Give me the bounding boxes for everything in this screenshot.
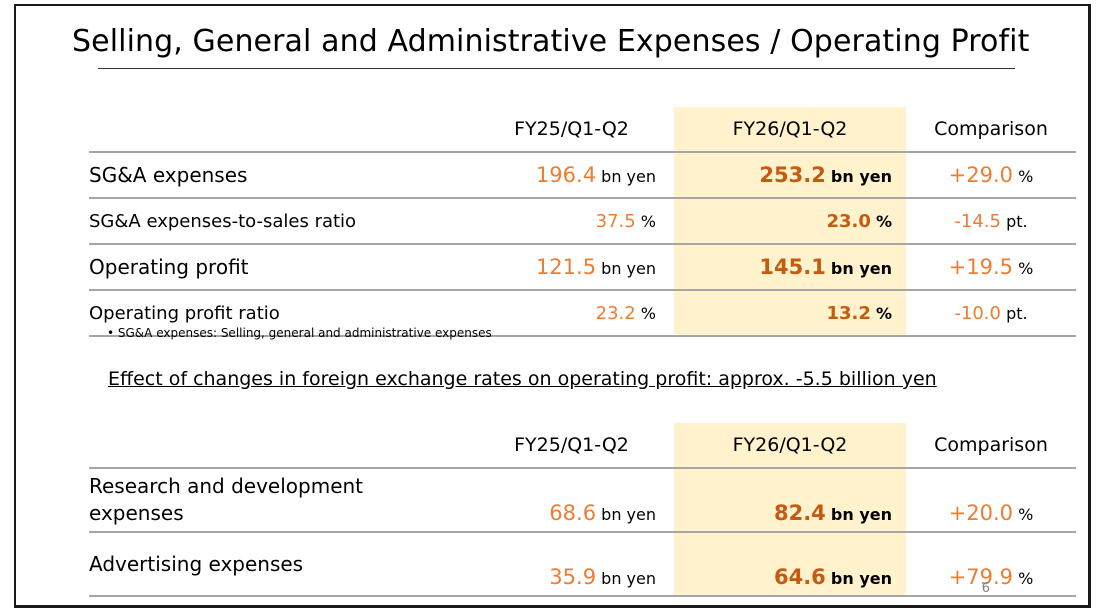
fy26-cell: 23.0 % (674, 197, 906, 244)
comparison-unit: pt. (1006, 211, 1028, 231)
fx-effect-note: Effect of changes in foreign exchange ra… (108, 368, 937, 390)
fy25-cell: 37.5 % (429, 197, 674, 244)
comparison-cell: +79.9 % (906, 531, 1076, 597)
fy26-unit: bn yen (830, 569, 892, 588)
table-row-operating-profit-ratio: Operating profit ratio 23.2 % 13.2 % -10… (89, 289, 1076, 337)
title-divider (98, 68, 1015, 69)
fy26-unit: % (875, 211, 892, 231)
fy26-value: 253.2 (759, 163, 826, 187)
fy26-cell: 13.2 % (674, 289, 906, 337)
header-fy26: FY26/Q1-Q2 (674, 107, 906, 152)
row-label: Research and development expenses (89, 467, 429, 532)
fy25-cell: 35.9 bn yen (429, 531, 674, 597)
fy26-value: 64.6 (773, 565, 826, 589)
fy25-cell: 121.5 bn yen (429, 243, 674, 290)
header-fy25: FY25/Q1-Q2 (514, 118, 629, 140)
table-header-row: FY25/Q1-Q2 FY26/Q1-Q2 Comparison (89, 107, 1076, 152)
row-label: SG&A expenses-to-sales ratio (89, 197, 429, 244)
comparison-cell: -14.5 pt. (906, 197, 1076, 244)
comparison-unit: pt. (1006, 303, 1028, 323)
fy26-cell: 82.4 bn yen (674, 467, 906, 532)
comparison-cell: +29.0 % (906, 151, 1076, 198)
header-blank (89, 423, 429, 468)
table-row-advertising-expenses: Advertising expenses 35.9 bn yen 64.6 bn… (89, 531, 1076, 597)
comparison-value: +20.0 (948, 501, 1014, 525)
slide: Selling, General and Administrative Expe… (14, 4, 1091, 608)
fy25-value: 68.6 (549, 501, 597, 525)
fy25-value: 37.5 (595, 210, 636, 232)
fy25-cell: 23.2 % (429, 289, 674, 337)
fy25-unit: % (640, 303, 656, 323)
fy26-cell: 64.6 bn yen (674, 531, 906, 597)
fy26-unit: bn yen (830, 259, 892, 278)
comparison-value: +29.0 (948, 163, 1014, 187)
header-blank (89, 107, 429, 152)
table-row-sga-expenses: SG&A expenses 196.4 bn yen 253.2 bn yen … (89, 151, 1076, 198)
comparison-unit: % (1018, 505, 1034, 524)
fy25-unit: bn yen (601, 167, 656, 186)
table-row-rd-expenses: Research and development expenses 68.6 bn… (89, 467, 1076, 532)
rd-advertising-table: FY25/Q1-Q2 FY26/Q1-Q2 Comparison Researc… (89, 423, 1076, 597)
row-label: Operating profit ratio (89, 289, 429, 337)
fy26-cell: 253.2 bn yen (674, 151, 906, 198)
fy26-unit: % (875, 303, 892, 323)
comparison-value: -10.0 (954, 302, 1001, 324)
comparison-value: -14.5 (954, 210, 1001, 232)
comparison-cell: +19.5 % (906, 243, 1076, 290)
fy26-cell: 145.1 bn yen (674, 243, 906, 290)
header-comparison: Comparison (934, 118, 1048, 140)
page-number: 6 (981, 581, 990, 596)
fy25-unit: bn yen (601, 569, 656, 588)
slide-title: Selling, General and Administrative Expe… (72, 24, 1030, 59)
table-header-row: FY25/Q1-Q2 FY26/Q1-Q2 Comparison (89, 423, 1076, 468)
fy25-cell: 196.4 bn yen (429, 151, 674, 198)
table-row-sga-ratio: SG&A expenses-to-sales ratio 37.5 % 23.0… (89, 197, 1076, 244)
fy26-unit: bn yen (830, 505, 892, 524)
comparison-unit: % (1018, 259, 1034, 278)
fy26-value: 145.1 (759, 255, 826, 279)
row-label-line2: expenses (89, 501, 184, 525)
fy25-value: 23.2 (595, 302, 636, 324)
comparison-value: +19.5 (948, 255, 1014, 279)
footnote: • SG&A expenses: Selling, general and ad… (107, 326, 492, 340)
row-label: Advertising expenses (89, 531, 429, 597)
fy25-unit: % (640, 211, 656, 231)
fy25-value: 35.9 (549, 565, 597, 589)
row-label: SG&A expenses (89, 151, 429, 198)
fy25-value: 196.4 (535, 163, 597, 187)
fy26-value: 13.2 (826, 302, 871, 324)
fy26-value: 82.4 (773, 501, 826, 525)
row-label: Operating profit (89, 243, 429, 290)
sga-operating-profit-table: FY25/Q1-Q2 FY26/Q1-Q2 Comparison SG&A ex… (89, 107, 1076, 337)
fy26-unit: bn yen (830, 167, 892, 186)
comparison-value: +79.9 (948, 565, 1014, 589)
comparison-unit: % (1018, 569, 1034, 588)
header-fy26: FY26/Q1-Q2 (674, 423, 906, 468)
fy25-cell: 68.6 bn yen (429, 467, 674, 532)
comparison-unit: % (1018, 167, 1034, 186)
comparison-cell: -10.0 pt. (906, 289, 1076, 337)
header-comparison: Comparison (934, 434, 1048, 456)
fy25-value: 121.5 (535, 255, 597, 279)
comparison-cell: +20.0 % (906, 467, 1076, 532)
header-fy25: FY25/Q1-Q2 (514, 434, 629, 456)
table-row-operating-profit: Operating profit 121.5 bn yen 145.1 bn y… (89, 243, 1076, 290)
row-label-line1: Research and development (89, 474, 364, 498)
fy25-unit: bn yen (601, 259, 656, 278)
fy26-value: 23.0 (826, 210, 871, 232)
fy25-unit: bn yen (601, 505, 656, 524)
